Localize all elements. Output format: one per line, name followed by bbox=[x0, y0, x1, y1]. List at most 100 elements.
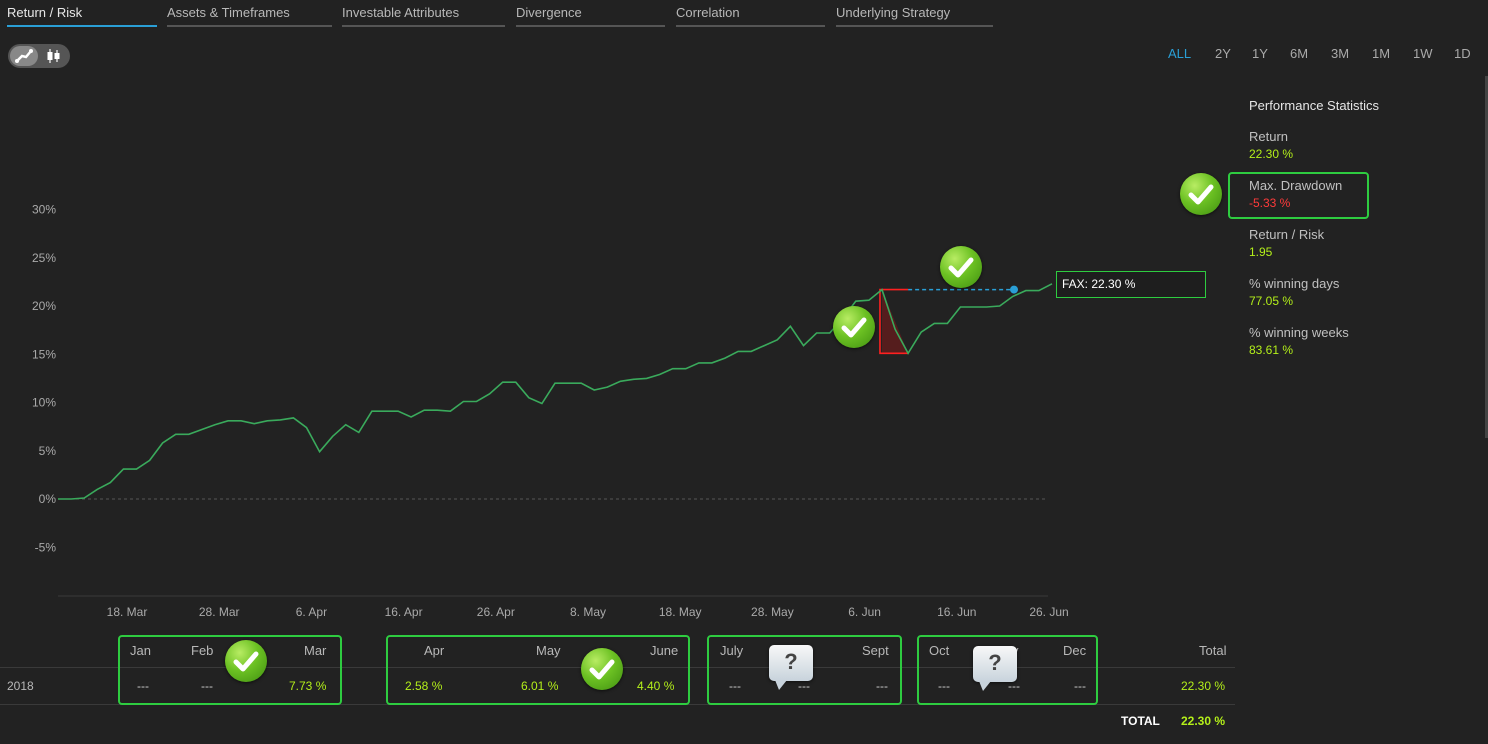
quarter-box-q4 bbox=[917, 635, 1098, 705]
x-tick-label: 28. May bbox=[751, 605, 794, 619]
y-tick-label: 0% bbox=[39, 492, 57, 506]
check-icon bbox=[225, 640, 267, 682]
stat-label: Return bbox=[1249, 129, 1289, 144]
x-tick-label: 28. Mar bbox=[199, 605, 240, 619]
range-1d[interactable]: 1D bbox=[1454, 46, 1471, 61]
question-mark: ? bbox=[988, 650, 1002, 675]
year-label: 2018 bbox=[7, 679, 34, 693]
x-tick-label: 16. Apr bbox=[385, 605, 423, 619]
x-tick-label: 18. May bbox=[659, 605, 702, 619]
quarter-box-q2 bbox=[386, 635, 690, 705]
tab-bar: Return / Risk Assets & Timeframes Invest… bbox=[0, 0, 1000, 30]
range-1w[interactable]: 1W bbox=[1413, 46, 1433, 61]
x-tick-label: 6. Apr bbox=[296, 605, 327, 619]
month-value: --- bbox=[876, 679, 888, 693]
stat-label: Return / Risk bbox=[1249, 227, 1325, 242]
tab-divergence[interactable]: Divergence bbox=[516, 5, 665, 27]
month-header: Apr bbox=[424, 643, 445, 658]
y-tick-label: 25% bbox=[32, 251, 56, 265]
y-tick-label: 30% bbox=[32, 203, 56, 217]
total-header: Total bbox=[1199, 643, 1227, 658]
month-value: --- bbox=[938, 679, 950, 693]
y-tick-label: 15% bbox=[32, 347, 56, 361]
question-bubble-icon: ? bbox=[769, 645, 813, 690]
tab-correlation[interactable]: Correlation bbox=[676, 5, 825, 27]
month-header: Sept bbox=[862, 643, 889, 658]
y-tick-label: 20% bbox=[32, 299, 56, 313]
x-tick-label: 26. Jun bbox=[1029, 605, 1068, 619]
question-mark: ? bbox=[784, 649, 798, 674]
stat-value: 22.30 % bbox=[1249, 147, 1294, 161]
candlestick-icon[interactable] bbox=[40, 46, 68, 66]
month-value: --- bbox=[137, 679, 149, 693]
grand-total-value: 22.30 % bbox=[1181, 714, 1226, 728]
series-tooltip: FAX: 22.30 % bbox=[1056, 271, 1206, 298]
stat-label: Max. Drawdown bbox=[1249, 178, 1343, 193]
stat-return: Return 22.30 % bbox=[1249, 129, 1449, 161]
stat-value: 1.95 bbox=[1249, 245, 1273, 259]
stat-label: % winning days bbox=[1249, 276, 1340, 291]
drawdown-area bbox=[881, 289, 909, 354]
range-2y[interactable]: 2Y bbox=[1215, 46, 1231, 61]
tab-return-risk[interactable]: Return / Risk bbox=[7, 5, 157, 27]
tab-underlying-strategy[interactable]: Underlying Strategy bbox=[836, 5, 993, 27]
month-header: Feb bbox=[191, 643, 214, 658]
scrollbar[interactable] bbox=[1485, 76, 1488, 438]
range-1m[interactable]: 1M bbox=[1372, 46, 1391, 61]
stat-label: % winning weeks bbox=[1249, 325, 1349, 340]
tab-investable-attributes[interactable]: Investable Attributes bbox=[342, 5, 505, 27]
grand-total-label: TOTAL bbox=[1121, 714, 1160, 728]
month-header: Mar bbox=[304, 643, 327, 658]
range-1y[interactable]: 1Y bbox=[1252, 46, 1268, 61]
row-total-value: 22.30 % bbox=[1181, 679, 1226, 693]
month-value: --- bbox=[798, 679, 810, 693]
stat-value: 83.61 % bbox=[1249, 343, 1294, 357]
x-tick-label: 8. May bbox=[570, 605, 606, 619]
chart-type-toggle[interactable] bbox=[8, 44, 70, 68]
month-header: May bbox=[536, 643, 561, 658]
line-chart-icon[interactable] bbox=[10, 46, 38, 66]
month-value: 2.58 % bbox=[405, 679, 443, 693]
range-6m[interactable]: 6M bbox=[1290, 46, 1309, 61]
month-value: --- bbox=[1008, 679, 1020, 693]
month-header: June bbox=[650, 643, 679, 658]
x-tick-label: 18. Mar bbox=[107, 605, 148, 619]
month-header: Jan bbox=[130, 643, 151, 658]
stat-value: -5.33 % bbox=[1249, 196, 1291, 210]
check-icon bbox=[1180, 173, 1222, 215]
month-header: Dec bbox=[1063, 643, 1087, 658]
quarter-box-q3 bbox=[707, 635, 902, 705]
drawdown-bracket bbox=[879, 288, 909, 355]
month-value: 4.40 % bbox=[637, 679, 675, 693]
x-tick-label: 26. Apr bbox=[477, 605, 515, 619]
check-icon bbox=[940, 246, 982, 288]
month-header: July bbox=[720, 643, 744, 658]
stats-title: Performance Statistics bbox=[1249, 98, 1380, 113]
check-icon bbox=[833, 306, 875, 348]
month-value: 7.73 % bbox=[289, 679, 327, 693]
stat-value: 77.05 % bbox=[1249, 294, 1294, 308]
stat-return-risk: Return / Risk 1.95 bbox=[1249, 227, 1449, 259]
range-3m[interactable]: 3M bbox=[1331, 46, 1350, 61]
check-icon bbox=[581, 648, 623, 690]
x-tick-label: 6. Jun bbox=[848, 605, 881, 619]
month-value: --- bbox=[729, 679, 741, 693]
stat-winning-days: % winning days 77.05 % bbox=[1249, 276, 1449, 308]
question-bubble-icon: ? bbox=[973, 646, 1017, 691]
x-tick-label: 16. Jun bbox=[937, 605, 976, 619]
current-value-dot bbox=[1010, 285, 1018, 294]
month-header: Oct bbox=[929, 643, 950, 658]
stat-winning-weeks: % winning weeks 83.61 % bbox=[1249, 325, 1449, 357]
y-tick-label: -5% bbox=[35, 540, 57, 554]
drawdown-highlight-box bbox=[1228, 172, 1369, 219]
range-all[interactable]: ALL bbox=[1168, 46, 1192, 61]
time-range-selector: ALL 2Y 1Y 6M 3M 1M 1W 1D bbox=[1160, 46, 1480, 64]
month-value: 6.01 % bbox=[521, 679, 559, 693]
quarter-box-q1 bbox=[118, 635, 342, 705]
series-line-fax bbox=[58, 283, 1053, 500]
y-tick-label: 5% bbox=[39, 444, 57, 458]
y-tick-label: 10% bbox=[32, 396, 56, 410]
return-line-chart: -5% 0% 5% 10% 15% 20% 25% 30% 18. Mar 28. Mar 6. … bbox=[32, 203, 1069, 620]
tab-assets-timeframes[interactable]: Assets & Timeframes bbox=[167, 5, 332, 27]
month-value: --- bbox=[1074, 679, 1086, 693]
